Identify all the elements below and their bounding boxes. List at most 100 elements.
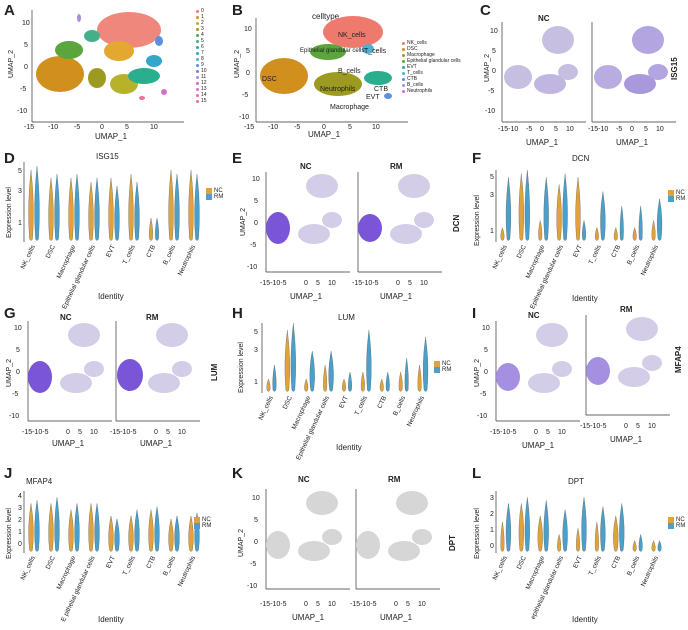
panel-label: I — [472, 305, 477, 322]
panel-b: B celltype UMAP_2 NK_cells Epithelial gl… — [230, 0, 470, 150]
violin-rm — [54, 173, 60, 241]
y-tick: 10 — [482, 325, 490, 332]
annotation: Neutrophils — [320, 86, 356, 93]
x-tick: 5 — [406, 601, 410, 608]
x-tick: -5 — [74, 124, 81, 131]
right-gene-label: MFAP4 — [674, 346, 683, 373]
category-label: DSC — [45, 244, 58, 260]
y-tick: 2 — [18, 517, 22, 524]
y-tick: 5 — [246, 48, 250, 55]
legend-item: 7 — [196, 50, 207, 56]
x-tick: -15-10-5 — [110, 429, 137, 436]
rm-swatch — [206, 194, 212, 200]
violin-rm — [638, 205, 643, 241]
violin-nc — [28, 169, 34, 241]
panel-e: E NC RM DCN UMAP_2 UMAP_1 UMAP_1 -15-10-… — [230, 150, 461, 305]
panel-i: I NC RM MFAP4 UMAP_2 UMAP_1 UMAP_1 -15-1… — [460, 305, 688, 455]
legend-label: EVT — [407, 64, 417, 70]
umap-e-nc — [265, 172, 350, 273]
legend-item: 6 — [196, 44, 207, 50]
nc-swatch — [668, 517, 674, 523]
violin-rm — [638, 533, 643, 552]
panel-label: D — [4, 150, 15, 167]
category-label: NK_cells — [257, 395, 275, 422]
legend-item: 2 — [196, 20, 207, 26]
y-tick: 10 — [22, 20, 30, 27]
violin-nc — [68, 177, 74, 241]
y-tick: -10 — [239, 114, 250, 121]
y-tick: 5 — [492, 48, 496, 55]
violin-nc — [128, 173, 134, 241]
panel-label: H — [232, 305, 243, 322]
y-tick: -10 — [247, 264, 258, 271]
violin-rm — [194, 173, 200, 241]
violin-nc — [284, 329, 290, 392]
y-tick: 0 — [254, 220, 258, 227]
legend-label: Neutrophils — [407, 88, 433, 94]
panel-label: C — [480, 2, 491, 19]
umap-g-rm — [115, 321, 200, 422]
x-axis-label: UMAP_1 — [290, 292, 323, 301]
umap-g-nc — [27, 321, 112, 422]
violin-nc — [108, 515, 114, 552]
violin-rm — [34, 500, 40, 552]
violin-nc — [48, 503, 54, 552]
y-tick: 2 — [490, 511, 494, 518]
violin-rm — [54, 497, 60, 552]
violin-nc — [323, 364, 328, 392]
legend-rm: RM — [676, 196, 686, 202]
legend-label: 3 — [201, 26, 204, 32]
x-axis-label: UMAP_1 — [140, 439, 173, 448]
legend-swatch — [402, 89, 405, 93]
legend-item: 14 — [196, 92, 207, 98]
legend-item: DSC — [402, 46, 461, 52]
violin-nc — [68, 509, 74, 552]
y-tick: 5 — [254, 329, 258, 336]
legend-label: T_cells — [407, 70, 423, 76]
category-label: EVT — [105, 555, 118, 570]
category-label: EVT — [338, 395, 351, 410]
violin-nc — [28, 503, 34, 552]
chart-title: DPT — [568, 477, 584, 486]
category-label: Macrophage — [55, 555, 78, 591]
category-label: B_cells — [625, 555, 641, 577]
legend-label: 9 — [201, 62, 204, 68]
violin-d — [23, 162, 200, 242]
violin-rm — [404, 357, 409, 392]
violin-rm — [309, 350, 315, 392]
x-tick: 0 — [394, 601, 398, 608]
x-axis-label: UMAP_1 — [380, 292, 413, 301]
violin-rm — [272, 364, 277, 392]
category-label: CTB — [376, 395, 388, 410]
legend-label: 11 — [201, 74, 207, 80]
umap-i-rm — [585, 315, 670, 416]
legend-nc: NC — [442, 361, 451, 367]
violin-l — [495, 491, 662, 553]
x-tick: -5 — [294, 124, 301, 131]
legend-label: 15 — [201, 98, 207, 104]
violin-nc — [149, 217, 153, 241]
right-title: RM — [388, 475, 401, 484]
violin-nc — [398, 371, 403, 392]
violin-nc — [575, 177, 581, 241]
violin-nc — [613, 227, 618, 241]
x-tick: 0 — [100, 124, 104, 131]
right-gene-label: DPT — [448, 535, 457, 551]
y-tick: 10 — [252, 176, 260, 183]
x-axis-label: UMAP_1 — [95, 132, 128, 141]
y-tick: -10 — [9, 413, 20, 420]
x-tick: -15-10-5 — [260, 601, 287, 608]
panel-label: E — [232, 150, 243, 167]
panel-l: L DPT Expression level 3 2 1 0 NK_cells D… — [460, 455, 688, 630]
violin-rm — [600, 506, 606, 552]
violin-nc — [576, 528, 580, 552]
panel-label: K — [232, 465, 243, 482]
category-labels: NK_cells DSC Macrophage Epithelial glandula… — [257, 393, 432, 461]
legend-label: 8 — [201, 56, 204, 62]
y-tick: 5 — [18, 168, 22, 175]
category-label: B_cells — [161, 555, 178, 577]
legend-item: 15 — [196, 98, 207, 104]
violin-nc — [518, 173, 524, 241]
category-labels: NK_cells DSC Macrophage Epithelial glandula… — [491, 242, 666, 310]
x-tick: -15-10-5 — [22, 429, 49, 436]
